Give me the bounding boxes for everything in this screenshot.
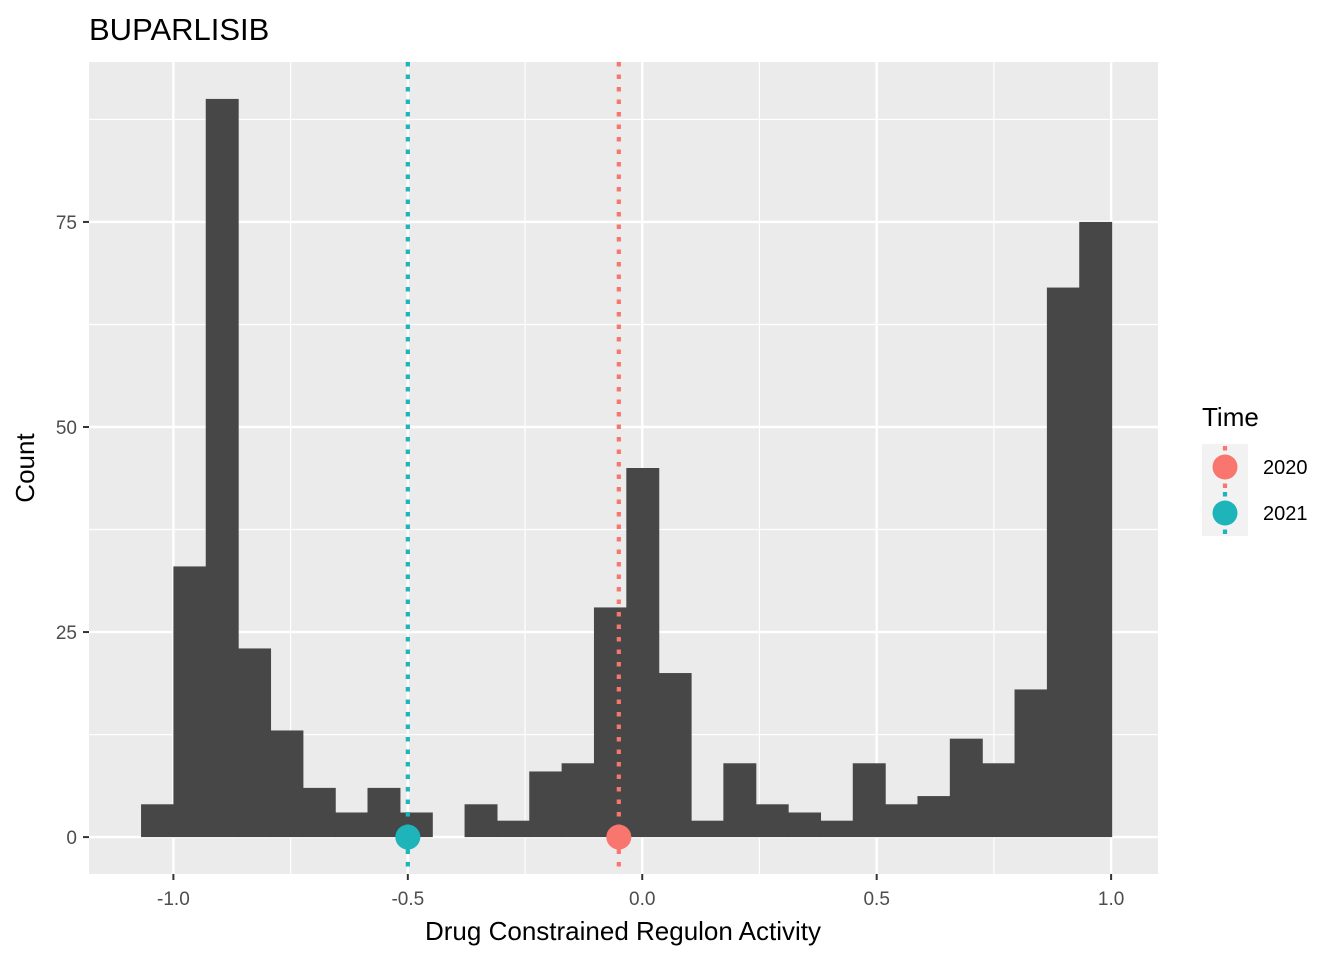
minor-grid — [89, 62, 1158, 874]
histogram-bar — [982, 763, 1016, 838]
histogram-bar — [691, 820, 724, 838]
y-tick-label: 50 — [56, 418, 77, 439]
marker-points — [395, 824, 632, 850]
histogram-bar — [561, 763, 595, 838]
marker-point-2020 — [606, 824, 632, 850]
legend-label: 2020 — [1263, 457, 1308, 479]
legend: Time 2020 2021 — [1202, 402, 1308, 536]
x-axis-title: Drug Constrained Regulon Activity — [425, 916, 821, 946]
legend-key-point — [1212, 454, 1238, 480]
marker-point-2021 — [395, 824, 421, 850]
histogram-bar — [205, 98, 239, 838]
histogram-bar — [723, 763, 757, 838]
y-tick-label: 25 — [56, 623, 77, 644]
y-tick-label: 75 — [56, 213, 77, 234]
y-tick-label: 0 — [66, 828, 77, 849]
histogram-bar — [238, 648, 272, 838]
histogram-bar — [1079, 221, 1113, 838]
histogram-bar — [173, 566, 207, 838]
histogram-bar — [302, 787, 336, 838]
histogram-bar — [529, 771, 563, 838]
reference-lines — [405, 62, 621, 874]
legend-key-point — [1212, 500, 1238, 526]
histogram-bar — [1046, 287, 1080, 838]
histogram-bars — [141, 98, 1113, 838]
x-tick-label: 0.0 — [629, 889, 655, 910]
histogram-bar — [820, 820, 854, 838]
histogram-bar — [885, 804, 919, 838]
x-tick-label: -1.0 — [157, 889, 190, 910]
histogram-bar — [949, 738, 983, 838]
x-tick-label: 1.0 — [1098, 889, 1124, 910]
histogram-bar — [270, 730, 304, 838]
x-tick-label: 0.5 — [863, 889, 889, 910]
x-tick-label: -0.5 — [391, 889, 424, 910]
histogram-bar — [496, 820, 530, 838]
histogram-bar — [593, 607, 627, 838]
legend-title: Time — [1202, 402, 1259, 432]
histogram-bar — [141, 804, 174, 838]
y-axis-title: Count — [10, 433, 40, 503]
histogram-bar — [626, 468, 660, 838]
y-axis: 0 25 50 75 — [56, 213, 89, 849]
histogram-bar — [464, 804, 498, 838]
histogram-bar — [367, 787, 401, 838]
legend-items: 2020 2021 — [1202, 444, 1308, 536]
histogram-bar — [788, 812, 822, 838]
histogram-bar — [852, 763, 886, 838]
histogram-bar — [755, 804, 789, 838]
histogram-bar — [1014, 689, 1048, 838]
chart-title: BUPARLISIB — [89, 12, 269, 47]
x-axis: -1.0 -0.5 0.0 0.5 1.0 — [157, 874, 1124, 910]
histogram-bar — [335, 812, 369, 838]
histogram-bar — [658, 673, 692, 838]
legend-label: 2021 — [1263, 503, 1308, 525]
histogram-bar — [917, 796, 951, 838]
